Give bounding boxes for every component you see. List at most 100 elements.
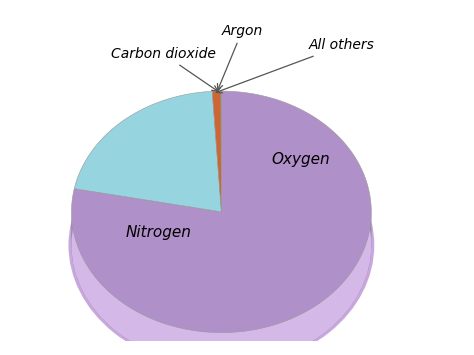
Polygon shape [72, 91, 371, 333]
Polygon shape [153, 320, 154, 353]
Polygon shape [258, 329, 259, 355]
Polygon shape [225, 333, 226, 355]
Polygon shape [294, 317, 295, 351]
Polygon shape [202, 332, 203, 355]
Text: Oxygen: Oxygen [271, 152, 330, 167]
Polygon shape [129, 307, 130, 341]
Polygon shape [313, 307, 314, 340]
Polygon shape [253, 330, 254, 355]
Polygon shape [260, 328, 261, 355]
Polygon shape [196, 331, 197, 355]
Polygon shape [297, 316, 298, 349]
Polygon shape [264, 327, 265, 355]
Polygon shape [74, 91, 221, 212]
Polygon shape [280, 323, 281, 355]
Polygon shape [315, 306, 316, 339]
Polygon shape [191, 330, 192, 355]
Polygon shape [167, 324, 168, 355]
Polygon shape [309, 310, 310, 343]
Polygon shape [126, 305, 127, 339]
Polygon shape [186, 329, 187, 355]
Polygon shape [168, 325, 169, 355]
Polygon shape [159, 322, 160, 355]
Polygon shape [135, 311, 136, 344]
Polygon shape [277, 324, 278, 355]
Polygon shape [231, 332, 232, 355]
Polygon shape [157, 321, 158, 355]
Polygon shape [200, 331, 201, 355]
Polygon shape [221, 333, 222, 355]
Polygon shape [121, 302, 122, 335]
Ellipse shape [68, 122, 374, 355]
Polygon shape [134, 310, 135, 344]
Polygon shape [307, 311, 308, 344]
Polygon shape [285, 321, 286, 354]
Polygon shape [251, 330, 252, 355]
Polygon shape [216, 333, 217, 355]
Polygon shape [263, 328, 264, 355]
Polygon shape [166, 324, 167, 355]
Polygon shape [197, 331, 198, 355]
Polygon shape [210, 332, 211, 355]
Polygon shape [270, 326, 271, 355]
Polygon shape [233, 332, 234, 355]
Polygon shape [293, 317, 294, 351]
Polygon shape [144, 315, 145, 349]
Polygon shape [228, 332, 229, 355]
Polygon shape [289, 320, 290, 353]
Polygon shape [296, 316, 297, 350]
Polygon shape [254, 329, 255, 355]
Polygon shape [308, 310, 309, 344]
Polygon shape [181, 328, 182, 355]
Polygon shape [262, 328, 263, 355]
Polygon shape [188, 330, 189, 355]
Polygon shape [281, 322, 282, 355]
Polygon shape [212, 332, 213, 355]
Polygon shape [229, 332, 230, 355]
Polygon shape [213, 332, 214, 355]
Polygon shape [194, 331, 195, 355]
Polygon shape [245, 331, 246, 355]
Polygon shape [239, 332, 240, 355]
Ellipse shape [117, 197, 326, 306]
Polygon shape [234, 332, 235, 355]
Polygon shape [190, 330, 191, 355]
Polygon shape [152, 319, 153, 353]
Polygon shape [279, 323, 280, 355]
Polygon shape [178, 328, 179, 355]
Polygon shape [304, 312, 305, 346]
Polygon shape [141, 314, 142, 348]
Polygon shape [250, 330, 251, 355]
Polygon shape [165, 324, 166, 355]
Polygon shape [179, 328, 180, 355]
Polygon shape [236, 332, 237, 355]
Polygon shape [278, 323, 279, 355]
Polygon shape [255, 329, 256, 355]
Polygon shape [203, 332, 204, 355]
Polygon shape [218, 333, 219, 355]
Ellipse shape [72, 124, 371, 355]
Polygon shape [273, 325, 274, 355]
Polygon shape [305, 312, 306, 345]
Polygon shape [222, 333, 223, 355]
Polygon shape [274, 324, 275, 355]
Polygon shape [187, 329, 188, 355]
Polygon shape [156, 321, 157, 354]
Polygon shape [252, 330, 253, 355]
Polygon shape [160, 322, 161, 355]
Polygon shape [155, 320, 156, 354]
Polygon shape [118, 300, 119, 333]
Polygon shape [288, 320, 289, 353]
Polygon shape [184, 329, 185, 355]
Text: Argon: Argon [218, 24, 263, 90]
Polygon shape [133, 310, 134, 343]
Polygon shape [220, 333, 221, 355]
Polygon shape [318, 304, 319, 338]
Polygon shape [208, 332, 209, 355]
Polygon shape [319, 303, 320, 337]
Polygon shape [189, 330, 190, 355]
Polygon shape [204, 332, 205, 355]
Polygon shape [265, 327, 266, 355]
Polygon shape [162, 323, 163, 355]
Polygon shape [272, 325, 273, 355]
